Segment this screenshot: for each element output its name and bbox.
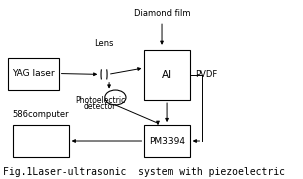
Bar [145, 50, 190, 100]
Bar [145, 125, 190, 157]
Text: Fig.1Laser-ultrasonic  system with piezoelectric: Fig.1Laser-ultrasonic system with piezoe… [3, 166, 285, 176]
Circle shape [105, 90, 126, 105]
Text: Diamond film: Diamond film [134, 9, 190, 44]
Text: Al: Al [162, 70, 172, 80]
Text: Lens: Lens [94, 39, 114, 48]
Text: PVDF: PVDF [195, 70, 217, 79]
Text: detector: detector [84, 102, 116, 111]
Bar [13, 125, 69, 157]
Text: Photoelectric: Photoelectric [75, 96, 125, 105]
Bar [8, 57, 59, 90]
Text: 586computer: 586computer [13, 110, 69, 119]
Text: PM3394: PM3394 [149, 137, 185, 146]
Text: YAG laser: YAG laser [12, 69, 55, 78]
